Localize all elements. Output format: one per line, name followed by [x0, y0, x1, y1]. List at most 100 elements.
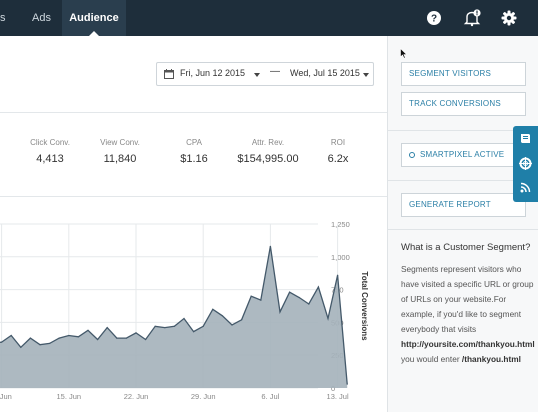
- metric-click-conversions: Click Conv. 4,413: [10, 138, 90, 165]
- data-point: [202, 325, 204, 327]
- segment-visitors-button[interactable]: SEGMENT VISITORS: [401, 62, 526, 86]
- data-point: [58, 337, 60, 339]
- data-point: [97, 338, 99, 341]
- data-point: [87, 329, 89, 331]
- data-point: [20, 346, 22, 348]
- data-point: [279, 311, 281, 313]
- data-point: [327, 317, 329, 320]
- floating-side-tabs: [513, 126, 538, 202]
- section-divider: [0, 196, 387, 197]
- data-point: [154, 325, 156, 327]
- help-icon[interactable]: ?: [425, 9, 443, 27]
- right-sidebar: SEGMENT VISITORS TRACK CONVERSIONS SMART…: [387, 36, 538, 412]
- data-point: [29, 337, 31, 339]
- metric-label: ROI: [330, 138, 346, 147]
- metric-value: $154,995.00: [237, 153, 299, 165]
- help-lifebuoy-icon[interactable]: [519, 157, 532, 170]
- book-icon[interactable]: [519, 132, 532, 145]
- data-point: [298, 296, 300, 299]
- x-tick-label: 15. Jun: [56, 392, 81, 401]
- nav-item-partial[interactable]: s: [0, 12, 6, 24]
- x-tick-label: 13. Jul: [327, 392, 349, 401]
- metric-attributed-revenue: Attr. Rev. $154,995.00: [228, 138, 308, 165]
- data-point: [241, 319, 243, 321]
- data-point: [337, 274, 339, 276]
- nav-item-audience[interactable]: Audience: [62, 0, 126, 36]
- notifications-icon[interactable]: [463, 9, 481, 27]
- svg-text:?: ?: [431, 14, 437, 25]
- data-point: [164, 327, 166, 329]
- metric-cpa: CPA $1.16: [154, 138, 234, 165]
- section-divider: [0, 112, 387, 113]
- data-point: [250, 295, 252, 297]
- data-point: [260, 299, 262, 301]
- x-tick-label: 29. Jun: [191, 392, 216, 401]
- generate-report-button[interactable]: GENERATE REPORT: [401, 193, 526, 217]
- sidebar-divider: [388, 180, 538, 181]
- nav-item-ads[interactable]: Ads: [32, 12, 51, 24]
- data-point: [39, 344, 41, 346]
- data-point: [308, 303, 310, 305]
- example-path: /thankyou.html: [461, 354, 521, 364]
- x-tick-label: 8. Jun: [0, 392, 12, 401]
- y-tick-label: 0: [331, 384, 335, 393]
- example-url: http://yoursite.com/thankyou.html: [401, 339, 535, 349]
- data-point: [317, 286, 319, 288]
- data-point: [231, 324, 233, 326]
- smartpixel-active-label: SMARTPIXEL ACTIVE: [420, 150, 505, 159]
- data-point: [68, 334, 70, 337]
- data-point: [289, 291, 291, 293]
- y-tick-label: 1,250: [331, 220, 350, 229]
- metric-view-conversions: View Conv. 11,840: [80, 138, 160, 165]
- data-point: [1, 341, 3, 343]
- customer-segment-description: Segments represent visitors who have vis…: [401, 262, 536, 367]
- metric-label: Click Conv.: [30, 138, 70, 147]
- status-circle-icon: [409, 152, 415, 158]
- top-nav-bar: s Ads Audience ?: [0, 0, 538, 36]
- data-point: [106, 327, 108, 329]
- track-conversions-button[interactable]: TRACK CONVERSIONS: [401, 92, 526, 116]
- customer-segment-heading: What is a Customer Segment?: [401, 242, 531, 253]
- conversions-area: [0, 246, 348, 388]
- y-tick-label: 1,000: [331, 253, 350, 262]
- start-date[interactable]: Fri, Jun 12 2015: [180, 68, 246, 78]
- data-point: [221, 315, 223, 317]
- data-point: [49, 342, 51, 344]
- data-point: [77, 336, 79, 338]
- active-tab-indicator: [89, 31, 99, 36]
- data-point: [135, 332, 137, 334]
- settings-icon[interactable]: [500, 9, 518, 27]
- smartpixel-active-button[interactable]: SMARTPIXEL ACTIVE: [401, 143, 526, 167]
- conversions-line: [0, 246, 348, 385]
- x-tick-label: 22. Jun: [124, 392, 149, 401]
- date-separator: —: [270, 66, 280, 77]
- data-point: [10, 334, 12, 337]
- sidebar-divider: [388, 130, 538, 131]
- date-range-picker[interactable]: Fri, Jun 12 2015 — Wed, Jul 15 2015: [156, 62, 374, 86]
- sidebar-divider: [388, 229, 538, 230]
- metric-label: Attr. Rev.: [251, 138, 285, 147]
- data-point: [116, 337, 118, 339]
- data-point: [145, 338, 147, 341]
- end-date[interactable]: Wed, Jul 15 2015: [290, 68, 360, 78]
- metric-value: 6.2x: [327, 153, 349, 165]
- data-point: [173, 325, 175, 327]
- data-point: [183, 317, 185, 320]
- data-point: [346, 383, 348, 385]
- metric-value: $1.16: [180, 153, 208, 165]
- y-axis-label: Total Conversions: [360, 271, 369, 341]
- chevron-down-icon[interactable]: [363, 73, 369, 77]
- metric-label: View Conv.: [100, 138, 140, 147]
- metric-value: 4,413: [36, 153, 64, 165]
- calendar-icon: [164, 69, 174, 79]
- chevron-down-icon[interactable]: [254, 73, 260, 77]
- data-point: [125, 337, 127, 339]
- description-text-2: you would enter: [401, 354, 462, 364]
- metric-roi: ROI 6.2x: [298, 138, 378, 165]
- data-point: [269, 245, 271, 247]
- rss-icon[interactable]: [519, 181, 532, 194]
- data-point: [212, 308, 214, 310]
- data-point: [193, 331, 195, 333]
